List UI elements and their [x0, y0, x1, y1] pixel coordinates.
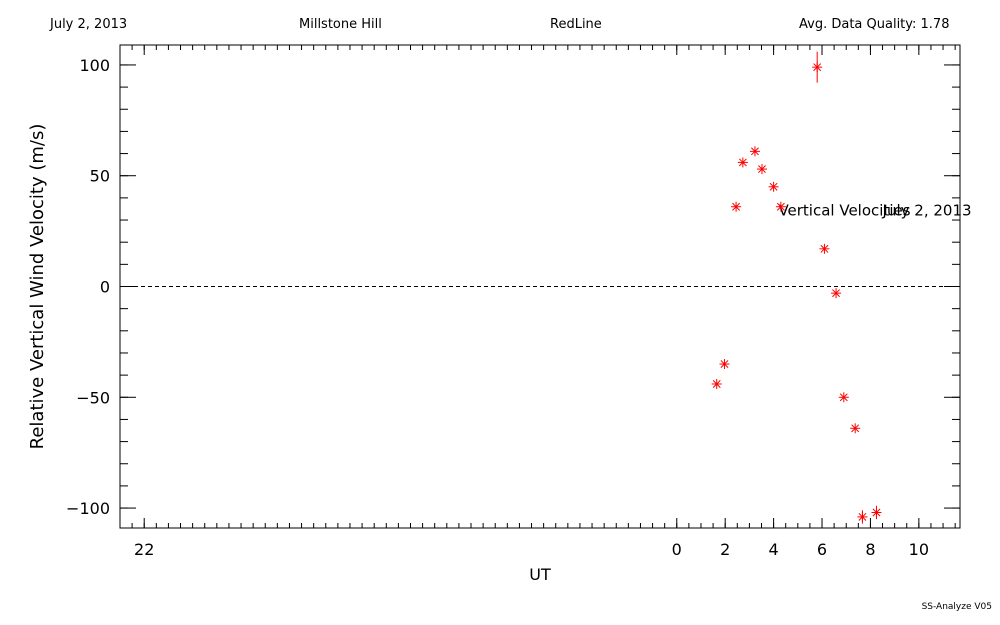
- data-point: [775, 201, 786, 212]
- y-tick-label: −50: [76, 388, 110, 407]
- x-tick-label: 0: [672, 540, 682, 559]
- x-tick-label: 6: [817, 540, 827, 559]
- x-tick-label: 2: [720, 540, 730, 559]
- marker-stroke: [769, 182, 778, 191]
- y-tick-label: 100: [79, 56, 110, 75]
- marker-stroke: [851, 424, 860, 433]
- marker-stroke: [820, 244, 829, 253]
- marker-stroke: [832, 289, 841, 298]
- annotation-label: July 2, 2013: [882, 202, 972, 220]
- marker-stroke: [776, 202, 785, 211]
- marker-stroke: [751, 147, 759, 156]
- data-point: [871, 505, 882, 520]
- marker-stroke: [872, 508, 881, 517]
- data-point: [819, 243, 830, 254]
- x-tick-label: 22: [134, 540, 154, 559]
- footer-software: SS-Analyze V05: [921, 602, 992, 612]
- marker-stroke: [839, 393, 848, 402]
- data-point: [838, 392, 849, 403]
- marker-stroke: [732, 202, 741, 211]
- header-filter: RedLine: [550, 17, 602, 32]
- header-date: July 2, 2013: [50, 17, 128, 32]
- marker-stroke: [712, 380, 721, 388]
- data-point: [749, 146, 760, 157]
- x-tick-label: 10: [909, 540, 929, 559]
- marker-stroke: [858, 512, 867, 521]
- data-point: [731, 201, 742, 212]
- header-site: Millstone Hill: [299, 17, 382, 32]
- data-point: [756, 164, 767, 175]
- y-tick-label: 0: [100, 278, 110, 297]
- annotation-label: Vertical Velocities: [778, 202, 910, 220]
- y-axis-label: Relative Vertical Wind Velocity (m/s): [27, 124, 48, 450]
- y-tick-label: −100: [66, 499, 110, 518]
- data-point: [831, 288, 842, 299]
- data-point: [737, 157, 748, 168]
- data-point: [719, 359, 730, 370]
- data-point: [711, 378, 722, 389]
- y-tick-label: 50: [90, 167, 110, 186]
- marker-stroke: [813, 63, 822, 72]
- data-point: [812, 51, 823, 83]
- data-point: [850, 423, 861, 434]
- header-quality: Avg. Data Quality: 1.78: [799, 17, 950, 32]
- x-axis-label: UT: [529, 565, 551, 584]
- data-point: [768, 181, 779, 192]
- marker-stroke: [738, 158, 747, 167]
- x-tick-label: 4: [769, 540, 779, 559]
- data-point: [857, 510, 868, 524]
- marker-stroke: [758, 165, 766, 174]
- x-tick-label: 8: [865, 540, 875, 559]
- marker-stroke: [720, 360, 729, 368]
